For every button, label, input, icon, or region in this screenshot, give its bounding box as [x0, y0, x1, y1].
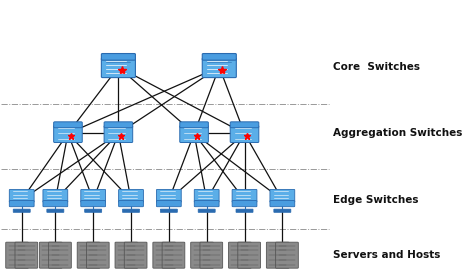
FancyBboxPatch shape	[180, 122, 209, 128]
FancyBboxPatch shape	[202, 54, 237, 60]
FancyBboxPatch shape	[47, 209, 64, 212]
FancyBboxPatch shape	[43, 189, 68, 202]
FancyBboxPatch shape	[86, 242, 109, 268]
FancyBboxPatch shape	[101, 58, 136, 78]
FancyBboxPatch shape	[162, 242, 185, 268]
FancyBboxPatch shape	[275, 242, 298, 268]
FancyBboxPatch shape	[9, 200, 34, 207]
FancyBboxPatch shape	[194, 189, 219, 202]
FancyBboxPatch shape	[43, 200, 68, 207]
FancyBboxPatch shape	[230, 122, 259, 128]
FancyBboxPatch shape	[200, 242, 223, 268]
FancyBboxPatch shape	[122, 209, 139, 212]
FancyBboxPatch shape	[194, 200, 219, 207]
FancyBboxPatch shape	[6, 242, 28, 268]
FancyBboxPatch shape	[156, 200, 181, 207]
FancyBboxPatch shape	[81, 200, 106, 207]
FancyBboxPatch shape	[39, 242, 62, 268]
FancyBboxPatch shape	[266, 242, 289, 268]
FancyBboxPatch shape	[124, 242, 147, 268]
FancyBboxPatch shape	[54, 126, 82, 143]
FancyBboxPatch shape	[230, 126, 259, 143]
FancyBboxPatch shape	[270, 189, 295, 202]
FancyBboxPatch shape	[118, 200, 144, 207]
FancyBboxPatch shape	[54, 122, 82, 128]
FancyBboxPatch shape	[202, 58, 237, 78]
FancyBboxPatch shape	[238, 242, 261, 268]
FancyBboxPatch shape	[156, 189, 181, 202]
FancyBboxPatch shape	[13, 209, 30, 212]
FancyBboxPatch shape	[274, 209, 291, 212]
Text: Servers and Hosts: Servers and Hosts	[333, 250, 440, 260]
FancyBboxPatch shape	[153, 242, 175, 268]
FancyBboxPatch shape	[118, 189, 144, 202]
FancyBboxPatch shape	[191, 242, 213, 268]
FancyBboxPatch shape	[115, 242, 138, 268]
FancyBboxPatch shape	[15, 242, 38, 268]
FancyBboxPatch shape	[198, 209, 215, 212]
FancyBboxPatch shape	[232, 200, 257, 207]
FancyBboxPatch shape	[81, 189, 106, 202]
FancyBboxPatch shape	[77, 242, 100, 268]
FancyBboxPatch shape	[232, 189, 257, 202]
FancyBboxPatch shape	[236, 209, 253, 212]
FancyBboxPatch shape	[85, 209, 102, 212]
FancyBboxPatch shape	[160, 209, 177, 212]
Text: Edge Switches: Edge Switches	[333, 195, 418, 205]
FancyBboxPatch shape	[270, 200, 295, 207]
Text: Core  Switches: Core Switches	[333, 62, 420, 72]
FancyBboxPatch shape	[228, 242, 251, 268]
FancyBboxPatch shape	[104, 122, 133, 128]
FancyBboxPatch shape	[180, 126, 209, 143]
FancyBboxPatch shape	[101, 54, 136, 60]
FancyBboxPatch shape	[104, 126, 133, 143]
Text: Aggregation Switches: Aggregation Switches	[333, 128, 462, 138]
FancyBboxPatch shape	[9, 189, 34, 202]
FancyBboxPatch shape	[49, 242, 71, 268]
